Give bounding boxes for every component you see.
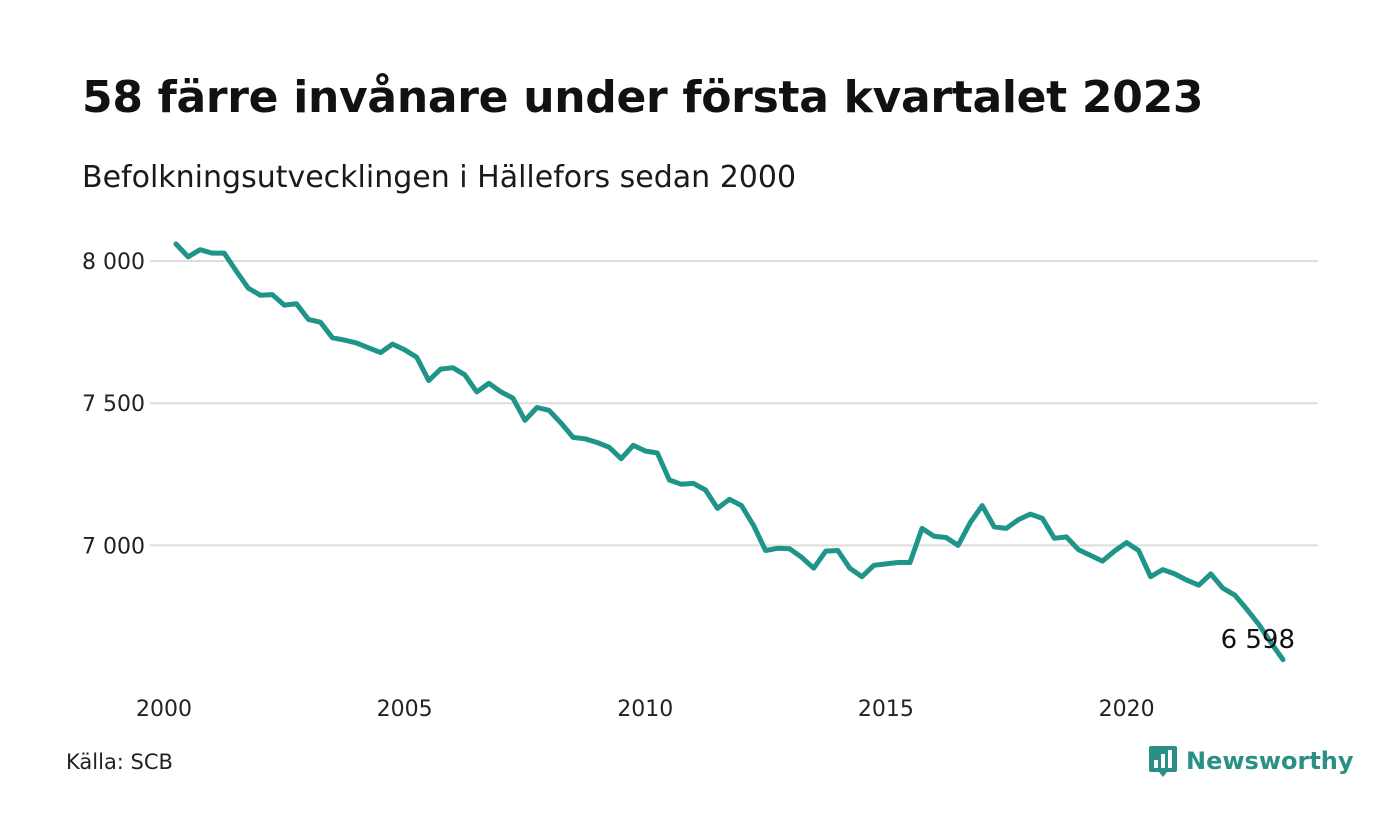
x-tick-label: 2010 [617, 697, 673, 722]
series-line [173, 241, 1286, 663]
bar-chart-bubble-icon [1149, 746, 1177, 777]
y-tick-label: 7 000 [82, 534, 145, 559]
x-tick-label: 2015 [858, 697, 914, 722]
line-chart: 7 000 7 500 8 000 2000 2005 2010 2015 2020 6 5… [82, 241, 1318, 722]
brand-logo[interactable]: Newsworthy [1148, 744, 1354, 778]
x-tick-label: 2020 [1099, 697, 1155, 722]
x-tick-label: 2005 [377, 697, 433, 722]
end-label-layer: 6 598 [1221, 625, 1295, 655]
series-layer [173, 241, 1286, 663]
y-tick-label: 8 000 [82, 250, 145, 275]
end-value-label: 6 598 [1221, 625, 1295, 655]
brand-name: Newsworthy [1186, 747, 1354, 775]
source-note: Källa: SCB [66, 750, 173, 774]
y-axis-ticks: 7 000 7 500 8 000 [82, 250, 145, 559]
x-tick-label: 2000 [136, 697, 192, 722]
chart-title: 58 färre invånare under första kvartalet… [82, 72, 1204, 123]
chart-subtitle: Befolkningsutvecklingen i Hällefors seda… [82, 160, 797, 195]
x-axis-ticks: 2000 2005 2010 2015 2020 [136, 697, 1155, 722]
y-tick-label: 7 500 [82, 392, 145, 417]
